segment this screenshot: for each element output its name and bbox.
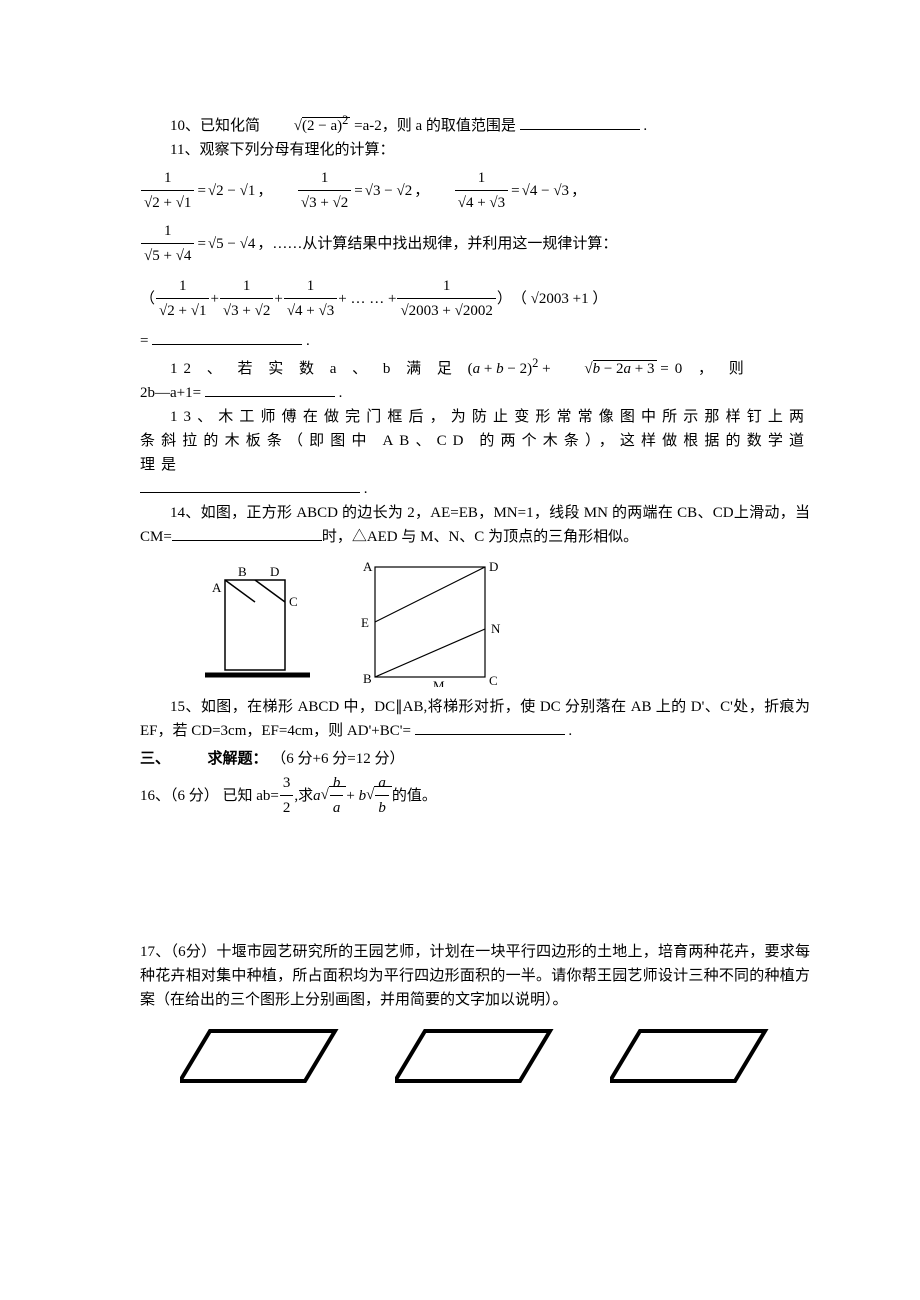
q15: 15、如图，在梯形 ABCD 中，DC∥AB,将梯形对折，使 DC 分别落在 A… xyxy=(140,695,810,743)
q12-label: 12 、 若 实 数 a 、 b 满 足 xyxy=(170,361,468,377)
svg-text:D: D xyxy=(270,564,279,579)
q11-intro: 11、观察下列分母有理化的计算： xyxy=(140,138,810,162)
square-figure: A D E N B M C xyxy=(355,557,520,687)
q10-mid: =a-2，则 a 的取值范围是 xyxy=(354,118,516,134)
svg-text:C: C xyxy=(289,594,298,609)
door-frame-figure: B D A C xyxy=(200,562,315,687)
q10-suffix: . xyxy=(643,118,647,134)
q10: 10、已知化简 (2 − a)2 =a-2，则 a 的取值范围是 . xyxy=(140,110,810,138)
q12-line2: 2b—a+1= . xyxy=(140,381,810,405)
workspace-q16 xyxy=(140,820,810,940)
q11-blank[interactable] xyxy=(152,329,302,345)
parallelogram-1[interactable] xyxy=(180,1026,340,1086)
q14: 14、如图，正方形 ABCD 的边长为 2，AE=EB，MN=1，线段 MN 的… xyxy=(140,501,810,549)
svg-text:C: C xyxy=(489,673,498,687)
svg-text:A: A xyxy=(363,559,373,574)
q17: 17、（6分）十堰市园艺研究所的王园艺师，计划在一块平行四边形的土地上，培育两种… xyxy=(140,940,810,1012)
q15-blank[interactable] xyxy=(415,719,565,735)
svg-text:E: E xyxy=(361,615,369,630)
svg-text:D: D xyxy=(489,559,498,574)
q16: 16、（6 分） 已知 ab= 32 ,求 a ba + b ab 的值。 xyxy=(140,771,810,820)
section3-heading: 三、 求解题： （6 分+6 分=12 分） xyxy=(140,747,810,771)
q14-blank[interactable] xyxy=(172,525,322,541)
q10-prefix: 10、已知化简 xyxy=(170,118,260,134)
sqrt-expr: (2 − a)2 xyxy=(264,110,351,138)
q13-blankline: . xyxy=(140,477,810,501)
q11-eqrow2: 1√5 + √4 = √5 − √4 ，……从计算结果中找出规律，并利用这一规律… xyxy=(140,219,810,268)
q13: 13、木工师傅在做完门框后，为防止变形常常像图中所示那样钉上两条斜拉的木板条（即… xyxy=(140,405,810,477)
q12: 12 、 若 实 数 a 、 b 满 足 (a + b − 2)2 + b − … xyxy=(140,353,810,381)
q14-figures: B D A C A D E N B M C xyxy=(200,557,810,687)
q11-answer: = . xyxy=(140,329,810,353)
q11-eqrow1: 1√2 + √1 = √2 − √1 ， 1√3 + √2 = √3 − √2 … xyxy=(140,166,810,215)
q12-blank[interactable] xyxy=(205,381,335,397)
svg-text:A: A xyxy=(212,580,222,595)
svg-text:M: M xyxy=(433,678,445,687)
q13-blank[interactable] xyxy=(140,477,360,493)
svg-text:B: B xyxy=(238,564,247,579)
q11-bigexpr: （ 1√2 + √1+ 1√3 + √2+ 1√4 + √3 + … … + 1… xyxy=(140,274,810,323)
parallelogram-2[interactable] xyxy=(395,1026,555,1086)
q10-blank[interactable] xyxy=(520,114,640,130)
parallelogram-3[interactable] xyxy=(610,1026,770,1086)
svg-text:B: B xyxy=(363,671,372,686)
parallelogram-row xyxy=(180,1026,770,1086)
svg-text:N: N xyxy=(491,621,501,636)
